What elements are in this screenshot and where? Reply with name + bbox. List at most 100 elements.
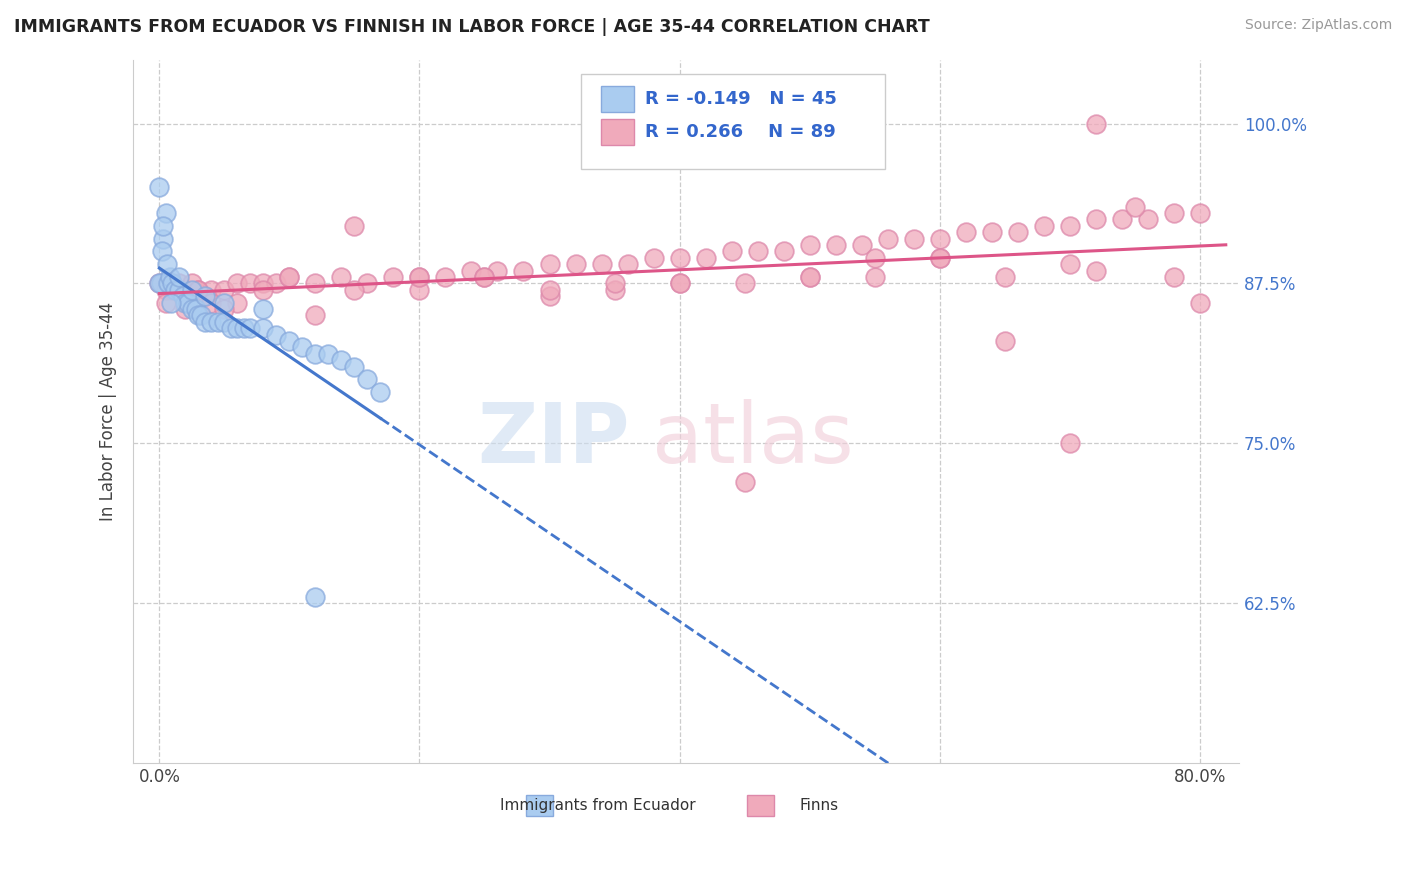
Point [163, 283, 186, 297]
Y-axis label: In Labor Force | Age 35-44: In Labor Force | Age 35-44 [100, 301, 117, 521]
Point [239, 277, 262, 291]
Point [239, 321, 262, 335]
Point [928, 251, 950, 265]
Point [167, 277, 190, 291]
Point [668, 251, 690, 265]
Point [408, 270, 430, 285]
Point [1059, 219, 1081, 233]
Point [266, 277, 288, 291]
Point [474, 270, 496, 285]
Point [200, 295, 222, 310]
Point [538, 289, 561, 303]
Point [226, 277, 249, 291]
Point [734, 475, 756, 489]
Text: atlas: atlas [651, 399, 853, 480]
Point [304, 590, 326, 604]
Point [799, 238, 821, 252]
Point [382, 270, 405, 285]
Point [304, 347, 326, 361]
Point [538, 283, 561, 297]
Point [200, 315, 222, 329]
Point [157, 277, 180, 291]
Point [172, 289, 194, 303]
Point [232, 321, 254, 335]
Point [343, 359, 366, 374]
Point [187, 283, 209, 297]
Point [180, 283, 202, 297]
Point [148, 277, 170, 291]
Point [155, 283, 177, 297]
Point [903, 232, 925, 246]
Point [343, 219, 366, 233]
Point [616, 257, 638, 271]
Point [207, 315, 229, 329]
Point [734, 277, 756, 291]
Point [668, 277, 690, 291]
Point [155, 295, 177, 310]
Point [851, 238, 873, 252]
Point [180, 277, 202, 291]
Point [219, 321, 242, 335]
Point [214, 295, 236, 310]
Point [214, 301, 236, 316]
Point [863, 251, 886, 265]
Point [460, 263, 482, 277]
Point [148, 277, 170, 291]
Point [330, 270, 353, 285]
Point [1007, 225, 1029, 239]
Point [695, 251, 717, 265]
Point [252, 321, 274, 335]
Point [226, 321, 249, 335]
Point [1163, 270, 1185, 285]
Point [1084, 263, 1107, 277]
Point [824, 238, 846, 252]
Point [174, 301, 197, 316]
Point [720, 244, 742, 259]
Point [434, 270, 457, 285]
Point [174, 295, 197, 310]
Point [928, 251, 950, 265]
Point [167, 270, 190, 285]
Text: R = 0.266    N = 89: R = 0.266 N = 89 [645, 123, 837, 141]
Point [863, 270, 886, 285]
Point [1032, 219, 1054, 233]
Point [252, 301, 274, 316]
Point [162, 277, 184, 291]
Point [1084, 212, 1107, 227]
Point [643, 251, 665, 265]
Bar [600, 119, 634, 145]
Point [408, 283, 430, 297]
Point [1059, 436, 1081, 450]
Point [356, 277, 378, 291]
Point [1084, 117, 1107, 131]
Point [799, 270, 821, 285]
Point [474, 270, 496, 285]
Point [187, 309, 209, 323]
Point [994, 334, 1017, 348]
Bar [747, 795, 775, 816]
Point [226, 295, 249, 310]
Point [160, 295, 183, 310]
Point [564, 257, 586, 271]
Point [799, 270, 821, 285]
Point [162, 277, 184, 291]
Point [668, 277, 690, 291]
Point [252, 277, 274, 291]
Text: IMMIGRANTS FROM ECUADOR VS FINNISH IN LABOR FORCE | AGE 35-44 CORRELATION CHART: IMMIGRANTS FROM ECUADOR VS FINNISH IN LA… [14, 18, 929, 36]
Point [304, 309, 326, 323]
Point [538, 257, 561, 271]
Point [159, 270, 181, 285]
Point [1188, 206, 1211, 220]
Point [1123, 200, 1146, 214]
Point [156, 257, 179, 271]
Point [266, 327, 288, 342]
Point [603, 283, 626, 297]
Point [356, 372, 378, 386]
Point [591, 257, 613, 271]
Point [214, 283, 236, 297]
Point [304, 277, 326, 291]
Point [1059, 257, 1081, 271]
Point [194, 289, 217, 303]
Text: Finns: Finns [799, 797, 838, 813]
Text: ZIP: ZIP [477, 399, 630, 480]
